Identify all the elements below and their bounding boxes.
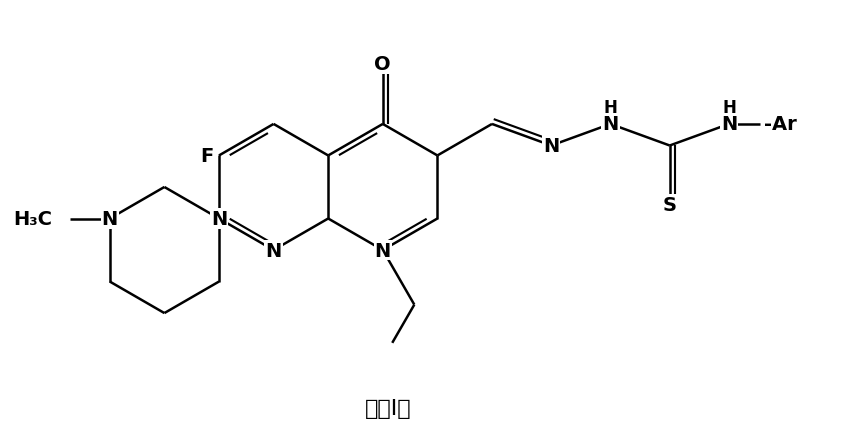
Text: 式（Ⅰ）: 式（Ⅰ） bbox=[364, 398, 410, 418]
Text: H: H bbox=[603, 99, 617, 117]
Text: N: N bbox=[601, 115, 618, 134]
Text: N: N bbox=[543, 137, 559, 155]
Text: -Ar: -Ar bbox=[763, 115, 796, 134]
Text: F: F bbox=[200, 147, 213, 166]
Text: H: H bbox=[721, 99, 735, 117]
Text: N: N bbox=[374, 241, 391, 260]
Text: N: N bbox=[211, 209, 227, 229]
Text: O: O bbox=[374, 55, 391, 74]
Text: S: S bbox=[662, 196, 676, 215]
Text: N: N bbox=[265, 241, 281, 260]
Text: N: N bbox=[102, 209, 118, 229]
Text: N: N bbox=[720, 115, 736, 134]
Text: H₃C: H₃C bbox=[14, 209, 52, 229]
